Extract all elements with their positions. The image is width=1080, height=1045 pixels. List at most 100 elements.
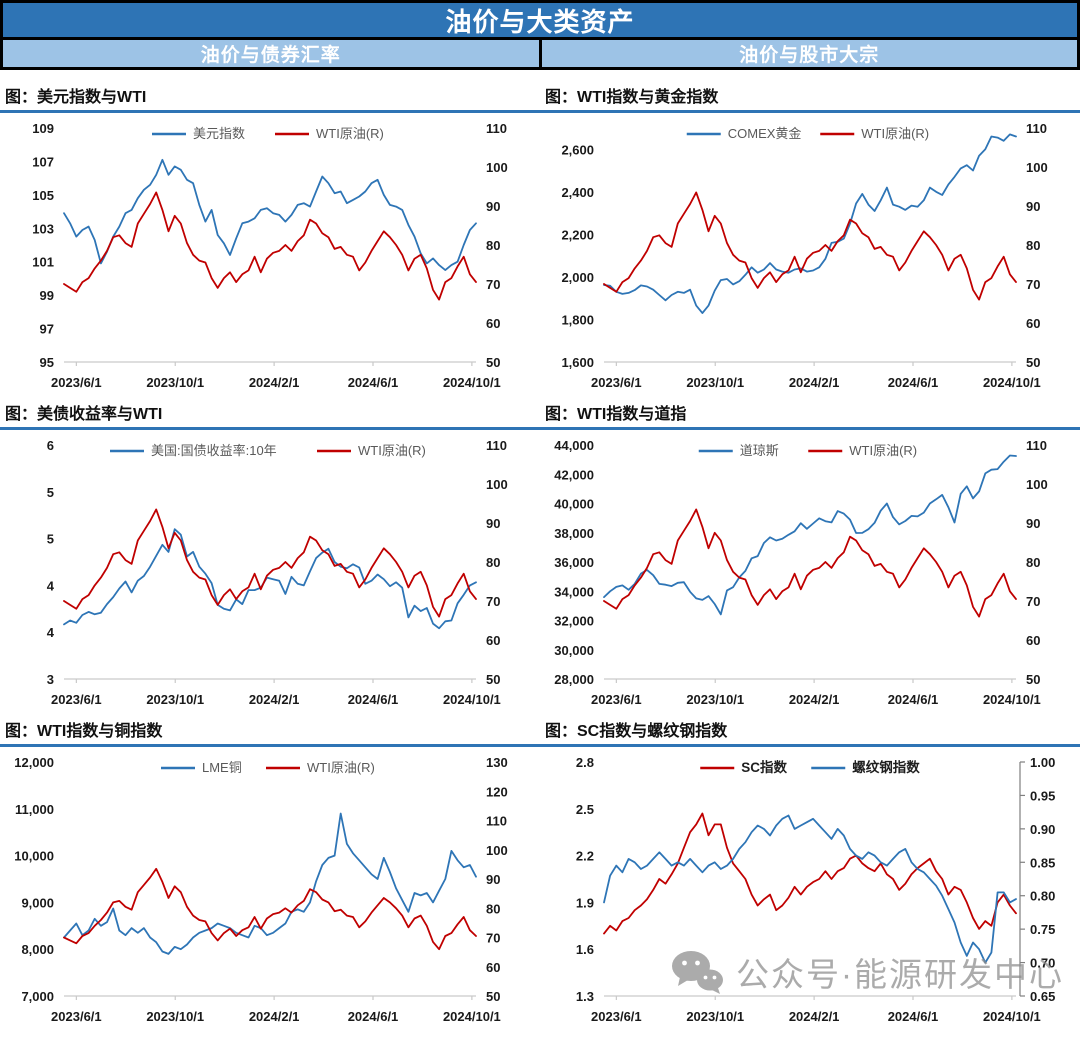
x-tick-label: 2024/10/1 xyxy=(983,1009,1041,1024)
x-tick-label: 2023/10/1 xyxy=(686,1009,744,1024)
chart-grid: 图：美元指数与WTI 2023/6/1 2023/10/1 2024/2/1 2024… xyxy=(0,70,1080,1028)
tab-equity-commodity: 油价与股市大宗 xyxy=(538,40,1078,67)
x-tick-label: 2023/6/1 xyxy=(591,1009,642,1024)
right-axis-label: 50 xyxy=(486,355,500,370)
x-tick-label: 2024/10/1 xyxy=(443,692,501,707)
left-axis-label: 2.2 xyxy=(576,849,594,864)
left-axis-label: 5 xyxy=(47,532,54,547)
legend-label: WTI原油(R) xyxy=(316,126,384,141)
series-line-LME铜 xyxy=(63,812,477,955)
series-line-WTI原油(R) xyxy=(603,191,1017,301)
x-tick-label: 2023/10/1 xyxy=(686,375,744,390)
series-line-WTI原油(R) xyxy=(63,867,477,951)
x-tick-label: 2024/6/1 xyxy=(888,375,939,390)
right-axis-label: 1.00 xyxy=(1030,755,1055,770)
right-axis-label: 100 xyxy=(1026,477,1048,492)
right-axis-label: 110 xyxy=(1026,121,1047,136)
right-axis-label: 70 xyxy=(486,277,500,292)
right-axis-label: 70 xyxy=(1026,277,1040,292)
chart-canvas-sc-rebar: 2023/6/1 2023/10/1 2024/2/1 2024/6/1 2024/10… xyxy=(576,755,1055,1024)
x-tick-label: 2023/6/1 xyxy=(591,375,642,390)
chart-title: 图：SC指数与螺纹钢指数 xyxy=(540,715,1080,747)
legend-label: WTI原油(R) xyxy=(307,760,375,775)
left-axis-label: 103 xyxy=(32,221,54,236)
x-tick-label: 2024/2/1 xyxy=(249,692,300,707)
x-tick-label: 2024/2/1 xyxy=(249,1009,300,1024)
legend-label: 美元指数 xyxy=(193,126,245,141)
right-axis-label: 90 xyxy=(1026,199,1040,214)
right-axis-label: 100 xyxy=(486,477,508,492)
right-axis-label: 80 xyxy=(486,901,500,916)
x-tick-label: 2023/10/1 xyxy=(686,692,744,707)
left-axis-label: 32,000 xyxy=(554,614,594,629)
x-tick-label: 2024/6/1 xyxy=(348,692,399,707)
right-axis-label: 110 xyxy=(1026,438,1047,453)
chart-panel-usd-wti: 图：美元指数与WTI 2023/6/1 2023/10/1 2024/2/1 2024… xyxy=(0,81,540,394)
left-axis-label: 4 xyxy=(47,578,55,593)
right-axis-label: 50 xyxy=(1026,355,1040,370)
right-axis-label: 50 xyxy=(486,989,500,1004)
left-axis-label: 9,000 xyxy=(21,895,54,910)
series-line-美国:国债收益率:10年 xyxy=(63,528,477,630)
chart-panel-dow-wti: 图：WTI指数与道指 2023/6/1 2023/10/1 2024/2/1 2024… xyxy=(540,398,1080,711)
left-axis-label: 107 xyxy=(32,154,54,169)
x-tick-label: 2024/2/1 xyxy=(789,375,840,390)
right-axis-label: 130 xyxy=(486,755,508,770)
left-axis-label: 6 xyxy=(47,438,54,453)
chart-title: 图：美债收益率与WTI xyxy=(0,398,540,430)
chart-canvas-copper-wti: 2023/6/1 2023/10/1 2024/2/1 2024/6/1 2024/10… xyxy=(14,755,508,1024)
chart-panel-gold-wti: 图：WTI指数与黄金指数 2023/6/1 2023/10/1 2024/2/1 20… xyxy=(540,81,1080,394)
left-axis-label: 40,000 xyxy=(554,497,594,512)
right-axis-label: 70 xyxy=(486,931,500,946)
left-axis-label: 1,800 xyxy=(561,312,594,327)
left-axis-label: 42,000 xyxy=(554,467,594,482)
right-axis-label: 100 xyxy=(1026,160,1048,175)
series-line-WTI原油(R) xyxy=(603,508,1017,618)
chart-canvas-us10y-wti: 2023/6/1 2023/10/1 2024/2/1 2024/6/1 2024/10… xyxy=(47,438,508,707)
left-axis-label: 1.6 xyxy=(576,942,594,957)
left-axis-label: 95 xyxy=(40,355,54,370)
right-axis-label: 90 xyxy=(486,199,500,214)
right-axis-label: 110 xyxy=(486,121,507,136)
right-axis-label: 0.85 xyxy=(1030,855,1055,870)
right-axis-label: 80 xyxy=(486,238,500,253)
x-tick-label: 2023/6/1 xyxy=(51,692,102,707)
series-line-美元指数 xyxy=(63,158,477,272)
chart-title: 图：WTI指数与道指 xyxy=(540,398,1080,430)
legend-label: LME铜 xyxy=(202,760,242,775)
right-axis-label: 0.70 xyxy=(1030,956,1055,971)
chart-panel-us10y-wti: 图：美债收益率与WTI 2023/6/1 2023/10/1 2024/2/1 202… xyxy=(0,398,540,711)
legend-label: 美国:国债收益率:10年 xyxy=(151,443,277,458)
right-axis-label: 60 xyxy=(1026,633,1040,648)
legend-label: 道琼斯 xyxy=(740,443,779,458)
right-axis-label: 90 xyxy=(486,872,500,887)
right-axis-label: 0.65 xyxy=(1030,989,1055,1004)
right-axis-label: 90 xyxy=(486,516,500,531)
legend-label: WTI原油(R) xyxy=(849,443,917,458)
right-axis-label: 100 xyxy=(486,843,508,858)
x-tick-label: 2023/10/1 xyxy=(146,375,204,390)
right-axis-label: 110 xyxy=(486,438,507,453)
left-axis-label: 101 xyxy=(32,255,54,270)
left-axis-label: 2,600 xyxy=(561,142,594,157)
legend-label: SC指数 xyxy=(741,759,787,775)
series-line-道琼斯 xyxy=(603,454,1017,616)
chart-title: 图：WTI指数与铜指数 xyxy=(0,715,540,747)
right-axis-label: 0.90 xyxy=(1030,822,1055,837)
x-tick-label: 2023/6/1 xyxy=(591,692,642,707)
chart-panel-copper-wti: 图：WTI指数与铜指数 2023/6/1 2023/10/1 2024/2/1 202… xyxy=(0,715,540,1028)
right-axis-label: 110 xyxy=(486,814,507,829)
left-axis-label: 99 xyxy=(40,288,54,303)
x-tick-label: 2024/6/1 xyxy=(348,375,399,390)
chart-canvas-usd-wti: 2023/6/1 2023/10/1 2024/2/1 2024/6/1 2024/10… xyxy=(32,121,507,390)
right-axis-label: 50 xyxy=(1026,672,1040,687)
header-title-bar: 油价与大类资产 xyxy=(0,0,1080,40)
left-axis-label: 2.5 xyxy=(576,802,594,817)
header-tab-row: 油价与债券汇率 油价与股市大宗 xyxy=(0,40,1080,70)
left-axis-label: 30,000 xyxy=(554,643,594,658)
report-header: 油价与大类资产 油价与债券汇率 油价与股市大宗 xyxy=(0,0,1080,70)
left-axis-label: 28,000 xyxy=(554,672,594,687)
x-tick-label: 2024/2/1 xyxy=(789,1009,840,1024)
x-tick-label: 2024/2/1 xyxy=(789,692,840,707)
right-axis-label: 90 xyxy=(1026,516,1040,531)
